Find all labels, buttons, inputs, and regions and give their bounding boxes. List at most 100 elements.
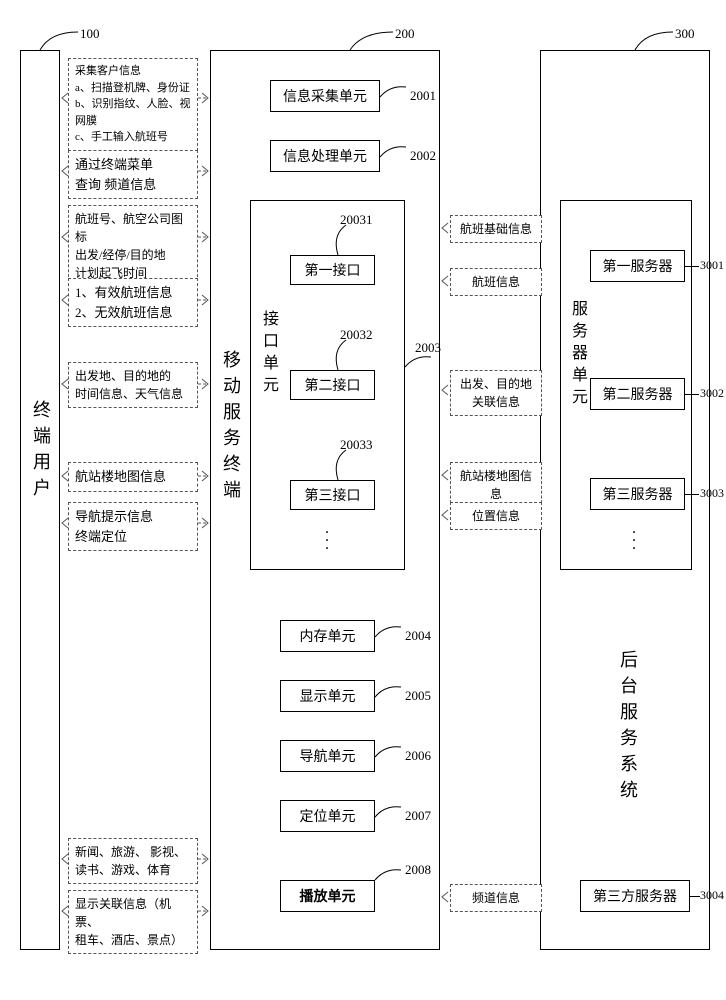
ref-2006: 2006 xyxy=(405,748,431,764)
srv1: 第一服务器 xyxy=(590,250,685,282)
srv-dots: ... xyxy=(632,525,636,549)
arrow-lb9 xyxy=(198,903,210,919)
ref-3002: 3002 xyxy=(700,386,724,401)
info-collect-label: 信息采集单元 xyxy=(283,86,367,106)
leader-2005 xyxy=(375,685,403,699)
leader-2002 xyxy=(380,145,408,159)
arrow-l-lb5 xyxy=(60,376,68,392)
arrow-lb5 xyxy=(198,376,210,392)
col2-id: 200 xyxy=(395,26,415,42)
arrow-l-lb7 xyxy=(60,515,68,531)
info-process-unit: 信息处理单元 xyxy=(270,140,380,172)
iface3-label: 第三接口 xyxy=(305,485,361,505)
lead-3002 xyxy=(685,394,699,395)
display-label: 显示单元 xyxy=(300,686,356,706)
mobile-terminal-title: 移动服务终端 xyxy=(218,350,244,506)
arrow-lb7 xyxy=(198,515,210,531)
arrow-l-lb8 xyxy=(60,851,68,867)
col1-id: 100 xyxy=(80,26,100,42)
locate-label: 定位单元 xyxy=(300,806,356,826)
leader-2004 xyxy=(375,625,403,639)
ref-2004: 2004 xyxy=(405,628,431,644)
leader-2008 xyxy=(375,868,403,882)
iface-dots: ... xyxy=(325,525,329,549)
arrow-l-lb1 xyxy=(60,90,68,106)
srv1-label: 第一服务器 xyxy=(603,256,673,276)
mid-box-rb5: 位置信息 xyxy=(450,502,542,530)
ref-3001: 3001 xyxy=(700,258,724,273)
lead-3004 xyxy=(690,896,700,897)
srv3: 第三服务器 xyxy=(590,478,685,510)
srv3p: 第三方服务器 xyxy=(580,880,690,912)
ref-2002: 2002 xyxy=(410,148,436,164)
srv2: 第二服务器 xyxy=(590,378,685,410)
col3-id: 300 xyxy=(675,26,695,42)
leader-2001 xyxy=(380,85,408,99)
arrow-l-lb2 xyxy=(60,163,68,179)
arrow-ml-rb6 xyxy=(440,889,450,905)
iface3: 第三接口 xyxy=(290,480,375,510)
leader-2007 xyxy=(375,805,403,819)
iface1-label: 第一接口 xyxy=(305,260,361,280)
ref-2005: 2005 xyxy=(405,688,431,704)
arrow-l-lb6 xyxy=(60,468,68,484)
lead-3003 xyxy=(685,494,699,495)
play-label: 播放单元 xyxy=(300,886,356,906)
arrow-lb4 xyxy=(198,292,210,308)
terminal-user-title: 终端用户 xyxy=(28,400,54,504)
iface1: 第一接口 xyxy=(290,255,375,285)
left-box-lb4: 1、有效航班信息2、无效航班信息 xyxy=(68,278,198,327)
left-box-lb6: 航站楼地图信息 xyxy=(68,462,198,492)
nav-unit: 导航单元 xyxy=(280,740,375,772)
left-box-lb5: 出发地、目的地的时间信息、天气信息 xyxy=(68,362,198,408)
locate-unit: 定位单元 xyxy=(280,800,375,832)
leader-20032 xyxy=(330,340,350,370)
mid-box-rb1: 航班基础信息 xyxy=(450,215,542,243)
arrow-ml-rb1 xyxy=(440,220,450,236)
left-box-lb7: 导航提示信息终端定位 xyxy=(68,502,198,551)
display-unit: 显示单元 xyxy=(280,680,375,712)
leader-20033 xyxy=(330,450,350,480)
memory-unit: 内存单元 xyxy=(280,620,375,652)
left-box-lb3: 航班号、航空公司图标出发/经停/目的地计划起飞时间 xyxy=(68,205,198,287)
leader-200 xyxy=(350,30,395,50)
ref-3003: 3003 xyxy=(700,486,724,501)
ref-3004: 3004 xyxy=(700,888,724,903)
mid-box-rb3: 出发、目的地关联信息 xyxy=(450,370,542,416)
info-collect-unit: 信息采集单元 xyxy=(270,80,380,112)
srv3p-label: 第三方服务器 xyxy=(593,886,677,906)
arrow-l-lb3 xyxy=(60,229,68,245)
play-unit: 播放单元 xyxy=(280,880,375,912)
lead-3001 xyxy=(685,266,699,267)
arrow-lb2 xyxy=(198,163,210,179)
srv3-label: 第三服务器 xyxy=(603,484,673,504)
ref-2001: 2001 xyxy=(410,88,436,104)
memory-label: 内存单元 xyxy=(300,626,356,646)
ref-20033: 20033 xyxy=(340,437,373,453)
interface-unit-title: 接口单元 xyxy=(256,310,280,398)
ref-20031: 20031 xyxy=(340,212,373,228)
ref-2003: 2003 xyxy=(415,340,441,356)
leader-20031 xyxy=(330,225,350,255)
arrow-lb6 xyxy=(198,468,210,484)
ref-2008: 2008 xyxy=(405,862,431,878)
leader-100 xyxy=(40,30,80,50)
arrow-ml-rb5 xyxy=(440,507,450,523)
arrow-ml-rb3 xyxy=(440,382,450,398)
backend-system-title: 后台服务系统 xyxy=(615,650,641,806)
leader-300 xyxy=(635,30,675,50)
arrow-lb8 xyxy=(198,851,210,867)
ref-2007: 2007 xyxy=(405,808,431,824)
arrow-ml-rb4 xyxy=(440,467,450,483)
arrow-l-lb9 xyxy=(60,903,68,919)
left-box-lb1: 采集客户信息a、扫描登机牌、身份证b、识别指纹、人脸、视网膜c、手工输入航班号 xyxy=(68,58,198,151)
arrow-lb3 xyxy=(198,229,210,245)
mid-box-rb6: 频道信息 xyxy=(450,884,542,912)
left-box-lb2: 通过终端菜单查询 频道信息 xyxy=(68,150,198,199)
srv2-label: 第二服务器 xyxy=(603,384,673,404)
info-process-label: 信息处理单元 xyxy=(283,146,367,166)
ref-20032: 20032 xyxy=(340,327,373,343)
leader-2006 xyxy=(375,745,403,759)
arrow-l-lb4 xyxy=(60,292,68,308)
left-box-lb9: 显示关联信息（机票、租车、酒店、景点） xyxy=(68,890,198,954)
